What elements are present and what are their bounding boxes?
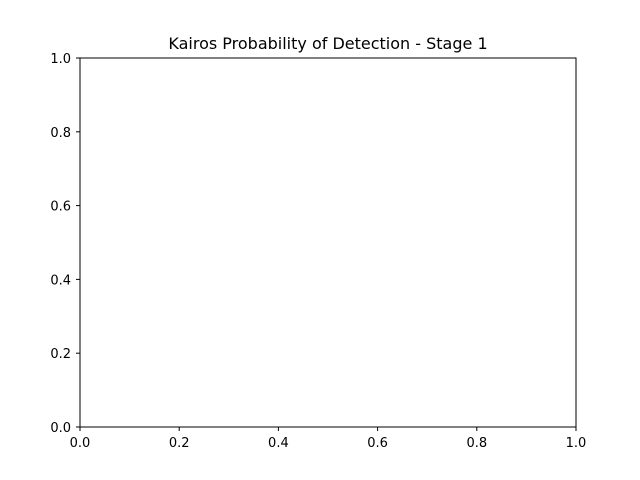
y-tick-label: 0.0 (50, 421, 71, 436)
y-tick-label: 0.4 (50, 273, 71, 288)
x-tick-label: 1.0 (566, 436, 587, 451)
x-tick-label: 0.0 (70, 436, 91, 451)
x-tick-label: 0.8 (466, 436, 487, 451)
chart-title: Kairos Probability of Detection - Stage … (168, 34, 487, 53)
x-axis: 0.0 0.2 0.4 0.6 0.8 1.0 (70, 427, 587, 451)
y-tick-label: 0.8 (50, 126, 71, 141)
y-tick-label: 0.2 (50, 347, 71, 362)
plot-frame (79, 57, 577, 428)
y-tick-label: 1.0 (50, 52, 71, 67)
y-axis: 0.0 0.2 0.4 0.6 0.8 1.0 (50, 52, 80, 436)
y-tick-label: 0.6 (50, 200, 71, 215)
x-tick-label: 0.2 (169, 436, 190, 451)
x-tick-label: 0.6 (367, 436, 388, 451)
x-tick-label: 0.4 (268, 436, 289, 451)
